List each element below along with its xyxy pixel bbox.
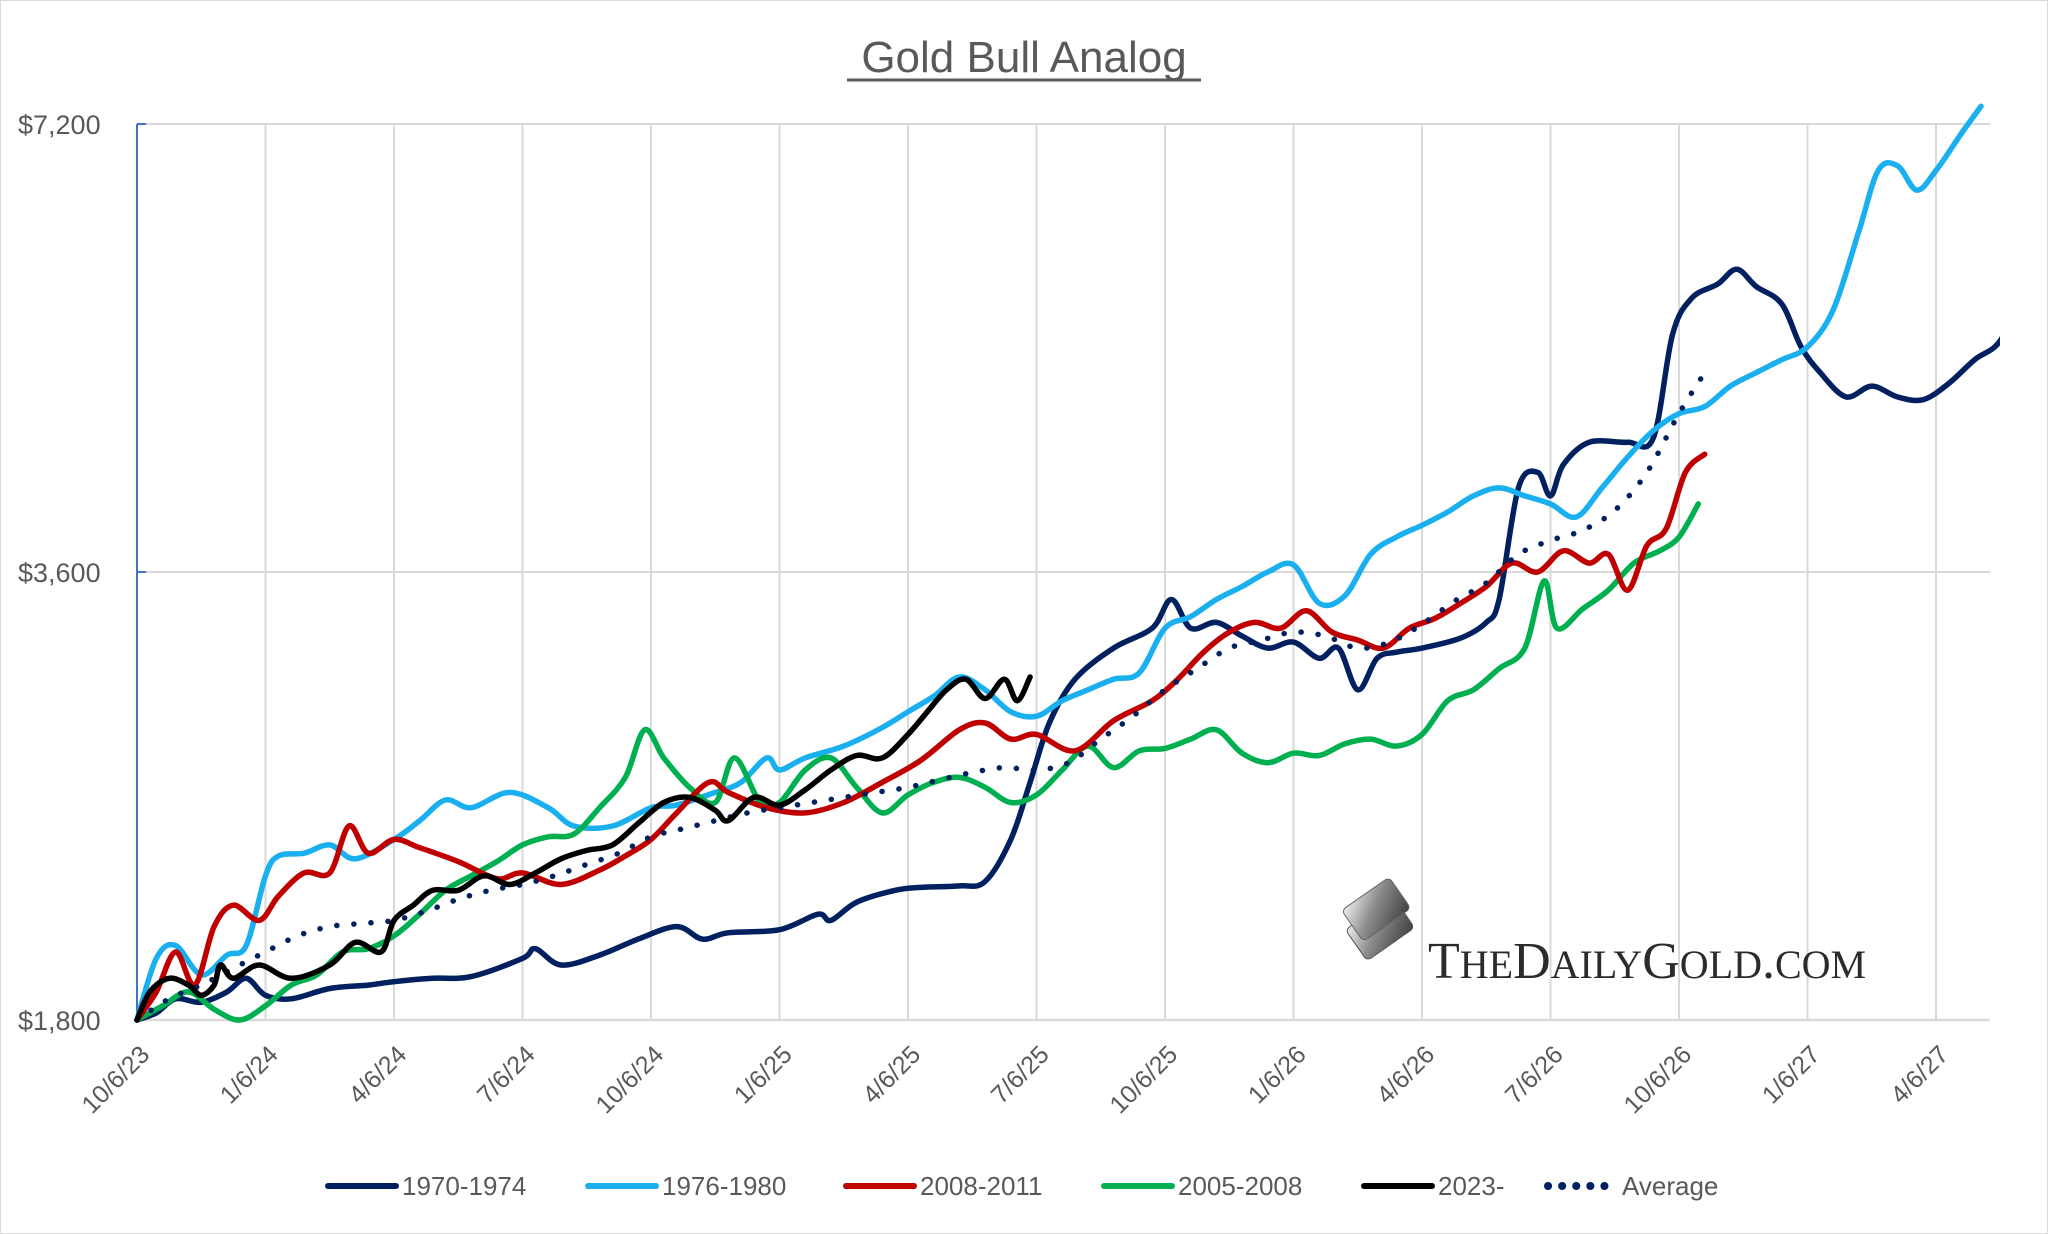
gold-bar-icon	[1343, 878, 1414, 960]
x-tick-label: 10/6/25	[1104, 1040, 1183, 1119]
y-axis-tick-labels: $1,800 $3,600 $7,200	[18, 110, 101, 1036]
series-line-1976-1980	[134, 103, 1984, 1023]
x-tick-label: 4/6/24	[343, 1040, 412, 1109]
legend-label: 1976-1980	[662, 1171, 786, 1201]
series-line-2023	[134, 674, 1033, 1023]
gridlines	[137, 123, 1990, 1021]
legend-item: 2005-2008	[1101, 1171, 1302, 1201]
x-axis-tick-labels: 10/6/23 1/6/24 4/6/24 7/6/24 10/6/24 1/6/25 4/…	[76, 1040, 1954, 1119]
legend-label: 2005-2008	[1178, 1171, 1302, 1201]
x-tick-label: 1/6/25	[729, 1040, 798, 1109]
series-line-average	[134, 369, 1708, 1023]
legend-item: 1976-1980	[585, 1171, 786, 1201]
x-tick-label: 4/6/27	[1885, 1040, 1954, 1109]
y-tick-label: $1,800	[18, 1006, 101, 1036]
y-tick-label: $7,200	[18, 110, 101, 140]
watermark: THEDAILYGOLD.COM	[1343, 878, 1866, 990]
legend: 1970-1974 1976-1980 2008-2011 2005-2008 2023…	[325, 1171, 1718, 1201]
x-tick-label: 7/6/24	[472, 1040, 541, 1109]
x-tick-label: 1/6/27	[1757, 1040, 1826, 1109]
watermark-text: THEDAILYGOLD.COM	[1428, 933, 1866, 990]
x-tick-label: 7/6/25	[986, 1040, 1055, 1109]
x-tick-label: 4/6/26	[1371, 1040, 1440, 1109]
x-tick-label: 10/6/23	[76, 1040, 155, 1119]
legend-label: Average	[1622, 1171, 1718, 1201]
legend-item: Average	[1544, 1171, 1718, 1201]
legend-item: 2008-2011	[843, 1171, 1042, 1201]
series-lines	[134, 103, 2000, 1023]
chart-title: Gold Bull Analog	[861, 33, 1186, 82]
x-tick-label: 1/6/24	[215, 1040, 284, 1109]
legend-label: 2008-2011	[920, 1171, 1042, 1201]
series-line-1970-1974	[134, 266, 2000, 1023]
axes	[136, 123, 1990, 1022]
series-line-2005-2008	[134, 501, 1702, 1023]
x-tick-label: 10/6/26	[1618, 1040, 1697, 1119]
legend-item: 2023-	[1361, 1171, 1505, 1201]
x-tick-label: 4/6/25	[857, 1040, 926, 1109]
x-tick-label: 1/6/26	[1243, 1040, 1312, 1109]
x-tick-label: 10/6/24	[590, 1040, 669, 1119]
legend-label: 1970-1974	[402, 1171, 526, 1201]
legend-item: 1970-1974	[325, 1171, 526, 1201]
y-tick-label: $3,600	[18, 558, 101, 588]
series-line-2008-2011	[134, 451, 1708, 1023]
x-tick-label: 7/6/26	[1500, 1040, 1569, 1109]
legend-label: 2023-	[1438, 1171, 1505, 1201]
